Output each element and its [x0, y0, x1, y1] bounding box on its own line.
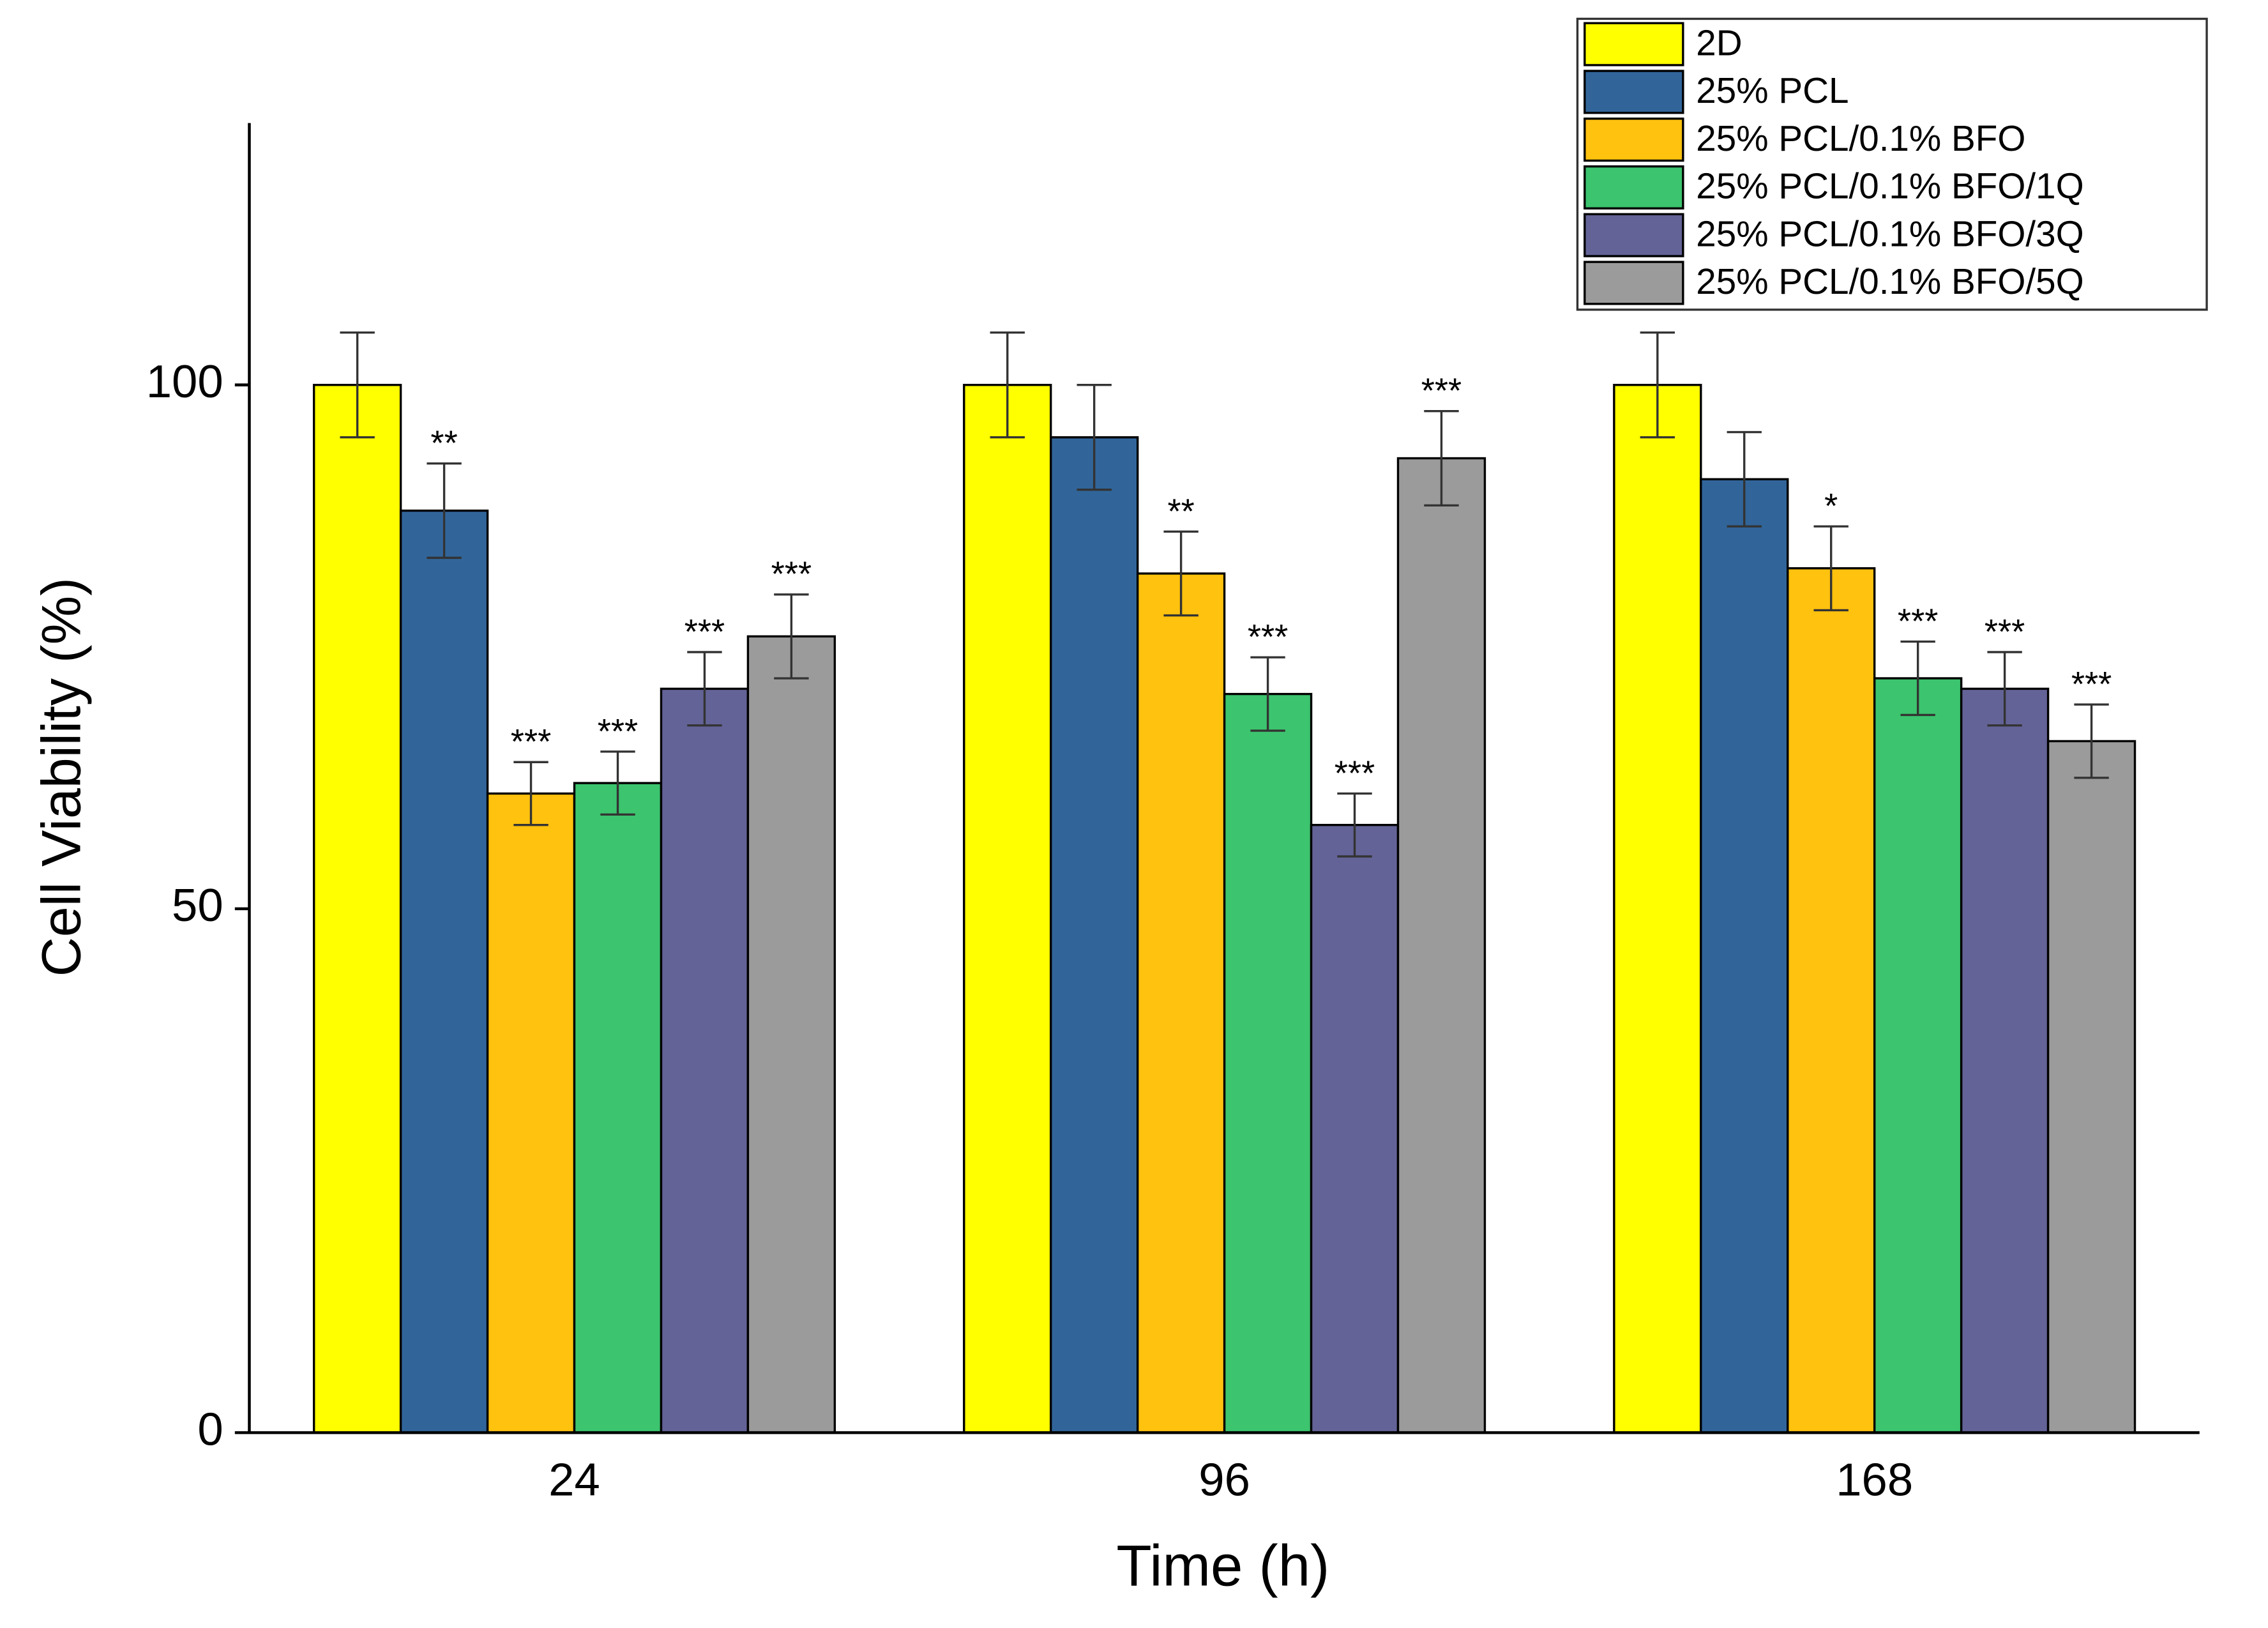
error-bar: [1337, 792, 1372, 858]
bar: [573, 782, 663, 1434]
legend-swatch: [1584, 165, 1684, 209]
legend-label: 25% PCL/0.1% BFO/1Q: [1696, 167, 2083, 207]
error-bar: [1813, 525, 1848, 612]
error-bar: [1163, 530, 1198, 617]
error-bar: [2074, 703, 2109, 779]
bar: [1787, 567, 1876, 1434]
y-tick-label: 50: [172, 879, 223, 931]
bar: [963, 383, 1052, 1434]
x-tick-label: 96: [1198, 1454, 1250, 1506]
bar: [312, 383, 402, 1434]
error-bar: [1424, 410, 1459, 507]
x-axis-title: Time (h): [1116, 1533, 1329, 1598]
legend-label: 25% PCL/0.1% BFO/3Q: [1696, 214, 2083, 254]
significance-label: ***: [598, 711, 638, 750]
error-bar: [1250, 656, 1285, 732]
legend-swatch: [1584, 118, 1684, 162]
bar: [486, 792, 576, 1434]
bar: [399, 509, 489, 1434]
significance-label: **: [1167, 492, 1194, 531]
bar: [1136, 572, 1226, 1434]
bar: [1613, 383, 1702, 1434]
significance-label: ***: [1334, 754, 1375, 793]
bar: [1310, 823, 1400, 1434]
significance-label: ***: [1421, 371, 1462, 410]
error-bar: [1987, 651, 2022, 727]
error-bar: [990, 331, 1025, 439]
significance-label: ***: [1898, 602, 1938, 641]
error-bar: [340, 331, 375, 439]
error-bar: [1900, 640, 1935, 717]
bar: [1223, 692, 1313, 1434]
error-bar: [427, 462, 462, 559]
error-bar: [774, 593, 809, 680]
legend-label: 25% PCL/0.1% BFO/5Q: [1696, 262, 2083, 302]
bar: [746, 635, 836, 1434]
legend-swatch: [1584, 261, 1684, 305]
significance-label: ***: [771, 554, 812, 593]
error-bar: [1727, 430, 1762, 528]
bar: [660, 687, 750, 1434]
error-bar: [1077, 383, 1112, 491]
legend-swatch: [1584, 213, 1684, 257]
bar: [1700, 478, 1789, 1434]
significance-label: **: [430, 423, 457, 462]
bar: [2046, 740, 2136, 1434]
x-tick-label: 168: [1836, 1454, 1913, 1506]
significance-label: *: [1824, 487, 1838, 526]
significance-label: ***: [511, 722, 551, 761]
significance-label: ***: [2071, 664, 2112, 703]
legend-label: 25% PCL: [1696, 71, 1848, 111]
error-bar: [687, 651, 722, 727]
bar: [1050, 436, 1139, 1434]
y-tick-label: 0: [197, 1403, 223, 1455]
y-axis-title: Cell Viability (%): [31, 577, 92, 977]
legend-label: 25% PCL/0.1% BFO: [1696, 119, 2025, 159]
bar: [1396, 457, 1486, 1434]
y-tick-label: 100: [146, 356, 223, 407]
error-bar: [1640, 331, 1675, 439]
legend-swatch: [1584, 22, 1684, 66]
significance-label: ***: [1248, 618, 1288, 657]
legend-label: 2D: [1696, 23, 1742, 63]
error-bar: [513, 761, 548, 826]
x-tick-label: 24: [548, 1454, 600, 1506]
bar: [1960, 687, 2050, 1434]
legend-swatch: [1584, 70, 1684, 114]
error-bar: [600, 750, 635, 816]
significance-label: ***: [684, 612, 725, 651]
significance-label: ***: [1984, 612, 2025, 651]
bar: [1873, 677, 1963, 1434]
